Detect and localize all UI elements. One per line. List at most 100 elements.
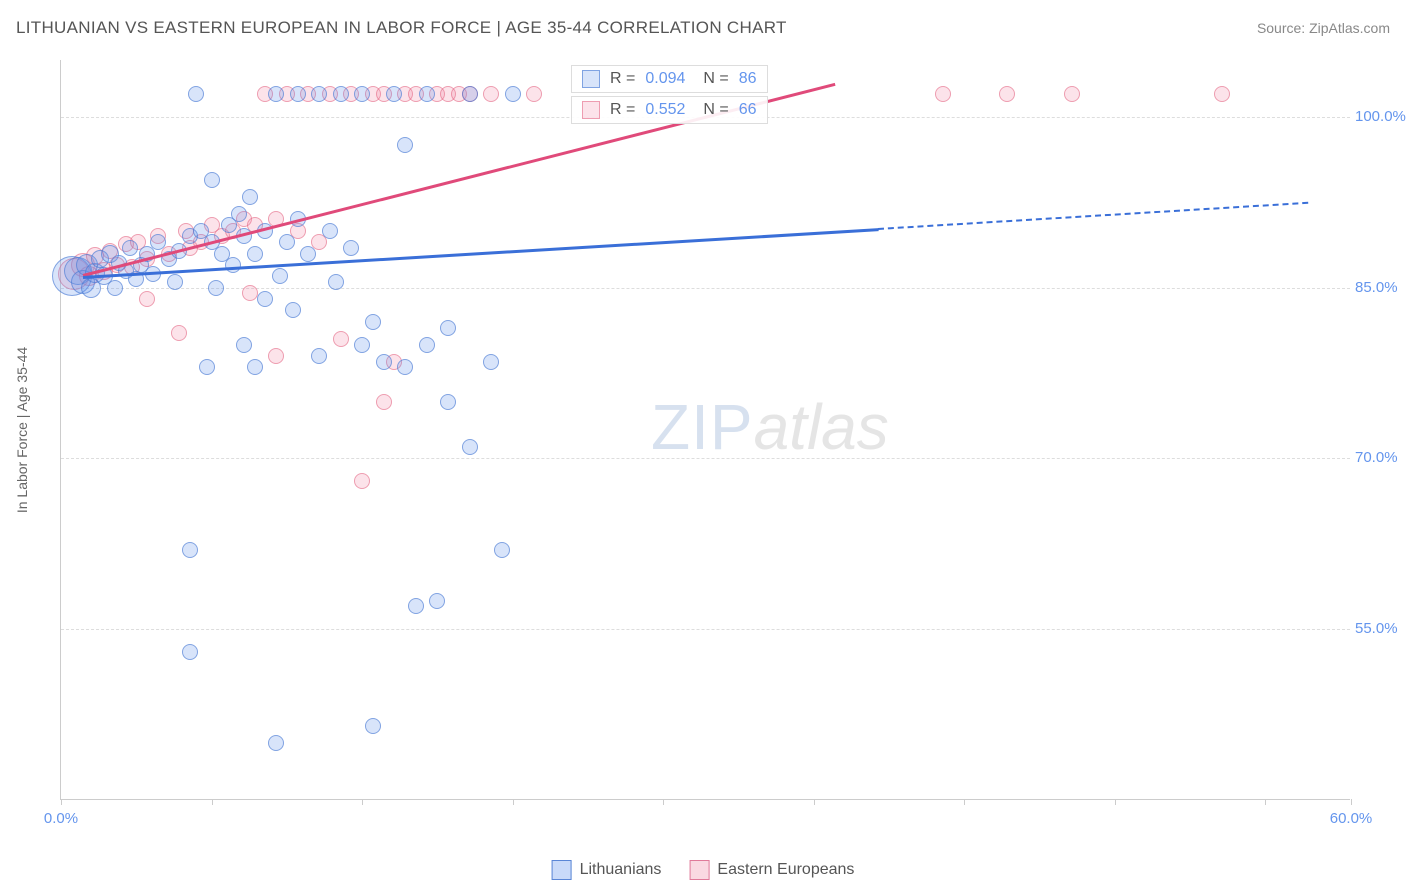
scatter-point-blue xyxy=(279,234,295,250)
scatter-point-blue xyxy=(419,337,435,353)
scatter-point-blue xyxy=(290,86,306,102)
scatter-point-pink xyxy=(354,473,370,489)
x-tick xyxy=(1265,799,1266,805)
scatter-point-blue xyxy=(150,234,166,250)
scatter-point-blue xyxy=(188,86,204,102)
x-tick xyxy=(1351,799,1352,805)
scatter-point-blue xyxy=(354,337,370,353)
legend-label: Lithuanians xyxy=(580,861,662,879)
n-value: 66 xyxy=(739,101,757,119)
scatter-point-blue xyxy=(365,314,381,330)
scatter-point-pink xyxy=(1214,86,1230,102)
scatter-point-blue xyxy=(322,223,338,239)
scatter-point-blue xyxy=(386,86,402,102)
y-tick-label: 55.0% xyxy=(1355,620,1406,637)
x-tick xyxy=(814,799,815,805)
scatter-point-blue xyxy=(231,206,247,222)
y-tick-label: 70.0% xyxy=(1355,449,1406,466)
legend-swatch-icon xyxy=(689,860,709,880)
scatter-point-blue xyxy=(107,280,123,296)
chart-title: LITHUANIAN VS EASTERN EUROPEAN IN LABOR … xyxy=(16,18,787,38)
scatter-point-blue xyxy=(285,302,301,318)
y-axis-label: In Labor Force | Age 35-44 xyxy=(14,347,30,513)
scatter-point-blue xyxy=(268,735,284,751)
gridline xyxy=(61,458,1350,459)
x-tick-label: 0.0% xyxy=(44,810,78,827)
scatter-point-blue xyxy=(462,439,478,455)
r-label: R = xyxy=(610,101,635,119)
stat-swatch-icon xyxy=(582,70,600,88)
title-bar: LITHUANIAN VS EASTERN EUROPEAN IN LABOR … xyxy=(16,18,1390,38)
scatter-point-blue xyxy=(300,246,316,262)
scatter-point-pink xyxy=(242,285,258,301)
scatter-point-pink xyxy=(139,291,155,307)
n-label: N = xyxy=(703,70,728,88)
scatter-point-blue xyxy=(343,240,359,256)
scatter-point-pink xyxy=(1064,86,1080,102)
scatter-point-blue xyxy=(182,644,198,660)
scatter-point-blue xyxy=(483,354,499,370)
scatter-point-pink xyxy=(483,86,499,102)
scatter-point-blue xyxy=(167,274,183,290)
scatter-point-pink xyxy=(333,331,349,347)
scatter-point-blue xyxy=(247,246,263,262)
x-tick-label: 60.0% xyxy=(1330,810,1373,827)
scatter-point-blue xyxy=(182,542,198,558)
legend-swatch-icon xyxy=(552,860,572,880)
scatter-point-pink xyxy=(376,394,392,410)
scatter-point-blue xyxy=(311,348,327,364)
scatter-point-blue xyxy=(242,189,258,205)
scatter-point-blue xyxy=(397,137,413,153)
scatter-point-blue xyxy=(440,394,456,410)
scatter-point-blue xyxy=(225,257,241,273)
r-label: R = xyxy=(610,70,635,88)
scatter-point-blue xyxy=(333,86,349,102)
scatter-point-blue xyxy=(419,86,435,102)
scatter-point-blue xyxy=(354,86,370,102)
x-tick xyxy=(1115,799,1116,805)
stat-box-blue: R =0.094N =86 xyxy=(571,65,768,93)
scatter-point-blue xyxy=(440,320,456,336)
x-tick xyxy=(362,799,363,805)
x-tick xyxy=(513,799,514,805)
scatter-point-blue xyxy=(208,280,224,296)
x-tick xyxy=(964,799,965,805)
x-tick xyxy=(212,799,213,805)
scatter-point-blue xyxy=(272,268,288,284)
stat-box-pink: R =0.552N =66 xyxy=(571,96,768,124)
scatter-point-blue xyxy=(397,359,413,375)
gridline xyxy=(61,629,1350,630)
stat-swatch-icon xyxy=(582,101,600,119)
scatter-point-blue xyxy=(462,86,478,102)
scatter-point-blue xyxy=(122,240,138,256)
legend-item-blue: Lithuanians xyxy=(552,860,662,880)
legend-label: Eastern Europeans xyxy=(717,861,854,879)
x-tick xyxy=(61,799,62,805)
scatter-point-blue xyxy=(236,337,252,353)
scatter-point-blue xyxy=(199,359,215,375)
scatter-point-pink xyxy=(935,86,951,102)
scatter-point-blue xyxy=(328,274,344,290)
scatter-point-blue xyxy=(408,598,424,614)
scatter-point-blue xyxy=(204,172,220,188)
scatter-point-pink xyxy=(268,348,284,364)
scatter-point-blue xyxy=(494,542,510,558)
scatter-point-pink xyxy=(171,325,187,341)
trend-line xyxy=(878,202,1308,230)
chart-plot-area: 55.0%70.0%85.0%100.0%0.0%60.0%ZIPatlasR … xyxy=(60,60,1350,800)
x-tick xyxy=(663,799,664,805)
scatter-point-pink xyxy=(999,86,1015,102)
scatter-point-blue xyxy=(268,86,284,102)
bottom-legend: Lithuanians Eastern Europeans xyxy=(552,860,855,880)
y-tick-label: 100.0% xyxy=(1355,108,1406,125)
scatter-point-blue xyxy=(247,359,263,375)
scatter-point-pink xyxy=(526,86,542,102)
watermark: ZIPatlas xyxy=(651,390,889,464)
n-value: 86 xyxy=(739,70,757,88)
y-tick-label: 85.0% xyxy=(1355,279,1406,296)
scatter-point-blue xyxy=(257,291,273,307)
source-attribution: Source: ZipAtlas.com xyxy=(1257,20,1390,36)
r-value: 0.552 xyxy=(645,101,685,119)
scatter-point-blue xyxy=(365,718,381,734)
scatter-point-blue xyxy=(311,86,327,102)
